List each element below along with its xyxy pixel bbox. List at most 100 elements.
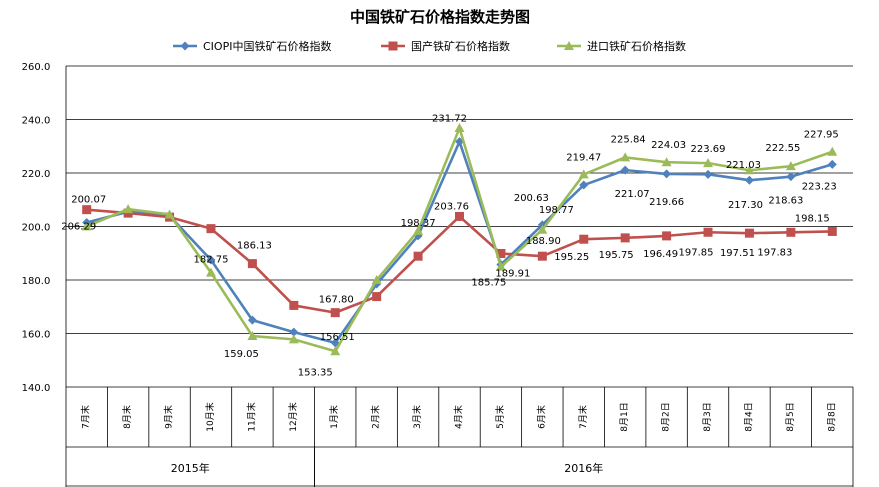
x-tick-label: 9月末: [163, 405, 175, 429]
data-point: [703, 227, 713, 237]
legend-marker: [388, 41, 398, 51]
data-label: 197.85: [679, 247, 714, 258]
data-point: [785, 161, 796, 171]
x-tick-label: 5月末: [494, 405, 506, 429]
data-point: [455, 211, 464, 221]
y-tick-label: 240.0: [22, 116, 51, 127]
data-label: 196.49: [643, 249, 678, 260]
data-label: 203.76: [434, 201, 469, 212]
y-tick-label: 200.0: [22, 223, 51, 234]
y-tick-label: 160.0: [22, 330, 51, 341]
data-point: [579, 234, 589, 244]
y-tick-label: 220.0: [22, 169, 51, 180]
data-point: [81, 221, 92, 231]
data-label: 153.35: [298, 367, 333, 378]
data-label: 185.75: [471, 278, 506, 289]
data-point: [827, 146, 838, 156]
data-label: 198.37: [401, 218, 436, 229]
series-group: [81, 123, 838, 356]
data-label: 167.80: [319, 295, 354, 306]
data-point: [495, 261, 506, 271]
data-point: [330, 346, 341, 356]
data-label: 189.91: [495, 268, 530, 279]
data-point: [537, 251, 547, 261]
data-label: 219.66: [649, 197, 684, 208]
data-label: 223.23: [802, 181, 837, 192]
data-labels: 200.07 206.29 182.75 186.13 159.05 153.35 167.…: [61, 114, 839, 379]
legend-label: 国产铁矿石价格指数: [411, 39, 510, 53]
data-point: [620, 152, 631, 162]
x-tick-label: 8月5日: [785, 402, 796, 431]
data-label: 227.95: [804, 130, 839, 141]
data-point: [413, 225, 424, 235]
data-point: [123, 204, 134, 214]
data-label: 217.30: [728, 200, 763, 211]
data-point: [827, 226, 837, 236]
y-tick-label: 180.0: [22, 276, 51, 287]
data-point: [537, 224, 548, 234]
data-point: [247, 315, 257, 325]
data-label: 206.29: [61, 222, 96, 233]
data-point: [454, 123, 465, 133]
data-point: [578, 169, 589, 179]
data-point: [827, 159, 837, 169]
data-label: 225.84: [611, 134, 646, 145]
data-point: [289, 327, 299, 337]
data-point: [330, 308, 340, 318]
data-label: 156.51: [320, 332, 355, 343]
x-axis: 2015年 2016年 7月末 8月末 9月末 10月末 11月末 12月末 1月末 2月末 3月末…: [65, 387, 854, 487]
x-tick-label: 8月1日: [619, 402, 630, 431]
x-tick-label: 10月末: [204, 402, 216, 431]
x-tick-label: 11月末: [245, 402, 257, 431]
data-point: [661, 157, 672, 167]
x-tick-label: 7月末: [577, 405, 589, 429]
data-label: 197.83: [757, 247, 792, 258]
y-tick-label: 260.0: [22, 62, 51, 73]
data-point: [662, 169, 672, 179]
data-point: [206, 224, 216, 234]
gridlines: [66, 65, 853, 388]
series-line: [86, 126, 833, 353]
data-label: 186.13: [237, 241, 272, 252]
x-tick-label: 8月4日: [743, 402, 754, 431]
x-tick-label: 12月末: [287, 402, 299, 431]
x-tick-label: 2月末: [370, 405, 382, 429]
year-label: 2015年: [171, 461, 210, 475]
data-label: 222.55: [765, 143, 800, 154]
data-label: 223.69: [691, 144, 726, 155]
y-axis: 140.0 160.0 180.0 200.0 220.0 240.0 260.0: [22, 62, 67, 394]
legend-label: 进口铁矿石价格指数: [587, 39, 686, 53]
x-tick-label: 3月末: [411, 405, 423, 429]
x-tick-label: 4月末: [453, 405, 465, 429]
data-point: [620, 233, 630, 243]
data-point: [247, 259, 257, 269]
data-label: 182.75: [193, 255, 228, 266]
data-point: [247, 331, 258, 341]
data-point: [371, 275, 382, 284]
data-label: 231.72: [432, 114, 467, 125]
data-point: [744, 165, 755, 175]
data-label: 218.63: [768, 196, 803, 207]
x-tick-label: 1月末: [328, 405, 340, 429]
series-line: [86, 140, 833, 345]
legend: CIOPI中国铁矿石价格指数 国产铁矿石价格指数 进口铁矿石价格指数: [173, 39, 686, 53]
data-label: 188.90: [526, 236, 561, 247]
data-point: [744, 228, 754, 238]
data-point: [620, 165, 630, 175]
data-label: 200.63: [514, 193, 549, 204]
data-point: [703, 169, 713, 179]
data-point: [205, 267, 216, 277]
data-point: [496, 248, 506, 258]
data-point: [289, 300, 299, 310]
year-label: 2016年: [564, 461, 603, 475]
legend-label: CIOPI中国铁矿石价格指数: [203, 39, 331, 53]
data-label: 219.47: [566, 152, 601, 163]
data-point: [206, 255, 216, 265]
legend-marker: [564, 41, 574, 50]
chart-title: 中国铁矿石价格指数走势图: [350, 8, 530, 26]
data-point: [703, 158, 714, 168]
series-2: [81, 123, 838, 356]
data-point: [413, 251, 423, 261]
y-tick-label: 140.0: [22, 383, 51, 394]
